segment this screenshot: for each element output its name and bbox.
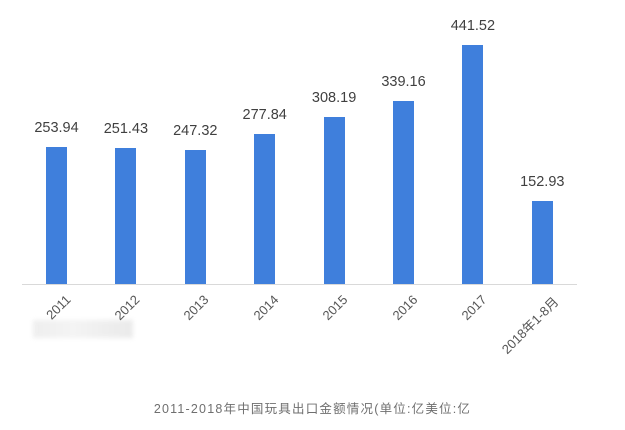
bar-value-label: 251.43 [103, 120, 149, 137]
bar-5 [393, 100, 414, 284]
x-tick-label: 2014 [250, 292, 282, 324]
bar-value-label: 277.84 [242, 106, 287, 123]
x-tick-label: 2016 [389, 292, 421, 324]
bar-2 [184, 150, 206, 284]
x-tick-label: 2013 [180, 292, 212, 324]
bar-1 [115, 147, 137, 284]
x-tick-label: 2012 [111, 292, 143, 324]
x-axis-line [22, 284, 577, 285]
bar-value-label: 339.16 [381, 73, 426, 90]
bar-7 [531, 201, 553, 284]
bar-0 [46, 146, 67, 284]
x-tick-label: 2018年1-8月 [498, 294, 562, 357]
x-tick-label: 2017 [458, 292, 490, 324]
x-tick-label: 2011 [42, 292, 74, 323]
bar-value-label: 441.52 [450, 18, 496, 35]
bar-value-label: 253.94 [34, 119, 79, 136]
bar-3 [254, 133, 276, 284]
bar-value-label: 247.32 [173, 123, 218, 140]
watermark-blur [33, 320, 133, 338]
bar-value-label: 308.19 [311, 90, 357, 107]
bar-value-label: 152.93 [520, 174, 565, 191]
bar-6 [462, 45, 484, 284]
x-tick-label: 2015 [319, 292, 351, 324]
chart-caption: 2011-2018年中国玩具出口金额情况(单位:亿美位:亿 [153, 402, 472, 416]
bar-4 [323, 117, 345, 284]
